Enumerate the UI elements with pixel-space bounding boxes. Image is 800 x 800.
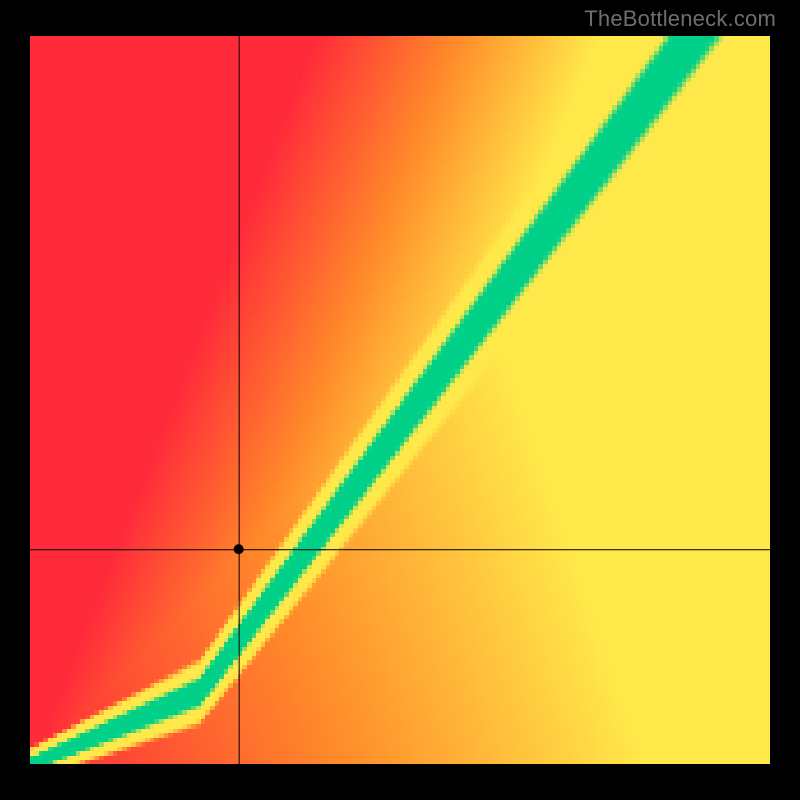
heatmap-canvas [30, 36, 770, 764]
chart-frame: TheBottleneck.com [0, 0, 800, 800]
heatmap-plot [30, 36, 770, 764]
watermark-text: TheBottleneck.com [584, 6, 776, 32]
